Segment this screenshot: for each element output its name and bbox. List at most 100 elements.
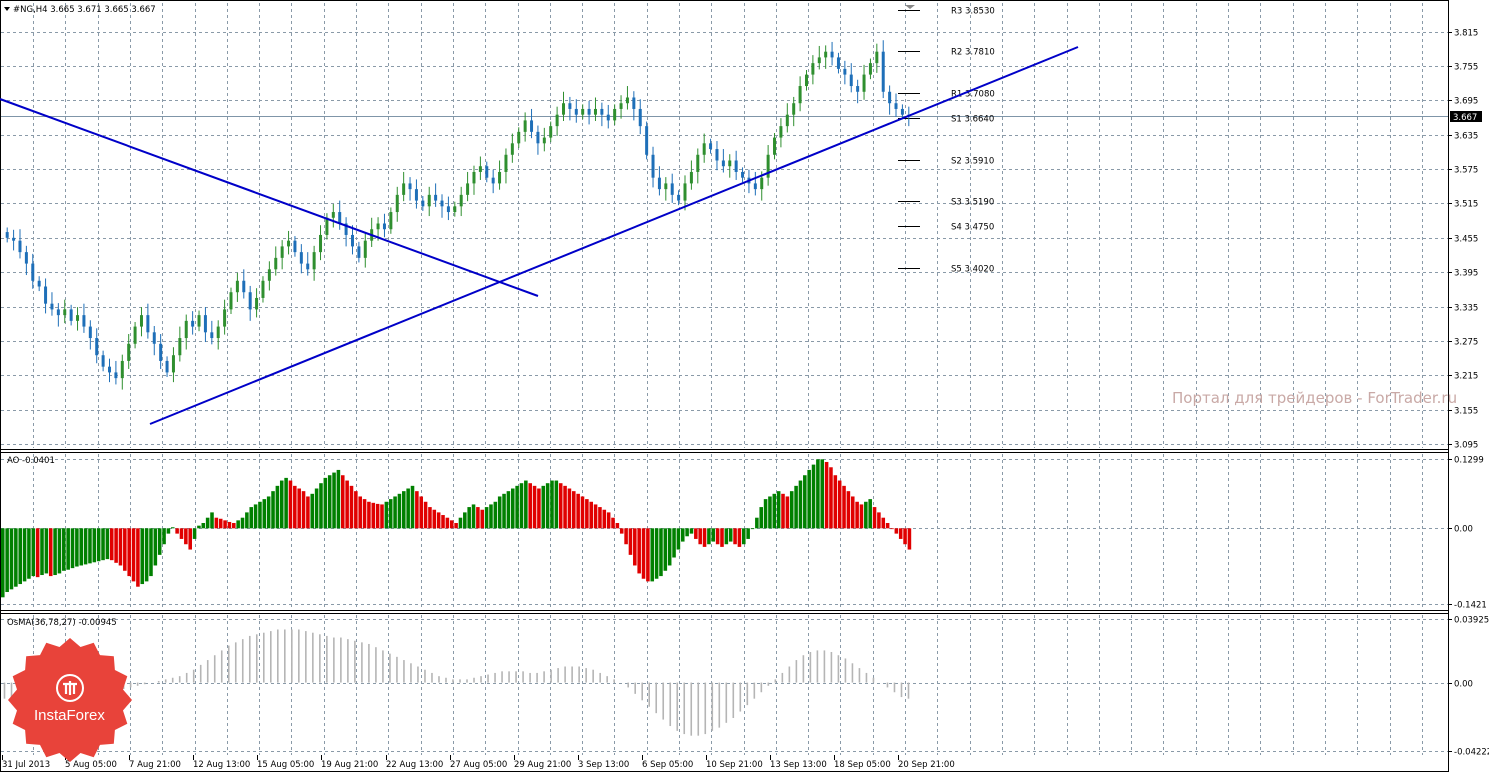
x-tick-label: 6 Sep 05:00 [642,760,693,770]
ao-bar [123,528,127,571]
candle [82,303,86,333]
candle [459,186,463,217]
ao-bar [541,485,546,529]
x-tick-label: 13 Sep 13:00 [770,760,827,770]
ao-bar [79,528,84,566]
candle [555,106,559,136]
ao-bar [275,485,280,529]
ao-bar [319,483,323,529]
candle [389,207,393,234]
ao-bar [288,480,293,529]
candle [523,112,527,142]
candle [888,85,892,115]
ao-bar [136,528,140,587]
candle [261,276,265,303]
ao-bar [694,528,698,539]
ao-bar [354,491,358,529]
ao-bar [471,504,476,529]
ao-bar [646,528,650,582]
ao-bar [5,528,9,593]
candle [606,104,610,129]
candle [146,303,150,339]
candle [632,91,636,121]
ao-bar [140,528,145,585]
ao-bar [624,528,628,545]
ao-bar [859,504,864,529]
ao-bar [803,475,807,529]
ao-bar [336,469,341,529]
ao-bar [833,475,838,529]
ao-bar [794,485,798,529]
y-tick-label: 3.215 [1454,372,1478,382]
ao-bar [371,502,376,529]
candle [165,356,169,377]
ao-bar [197,525,201,529]
candle [766,145,770,186]
y-tick-label: 0.1299 [1454,456,1484,466]
ao-bar [737,528,742,547]
ao-bar [310,493,315,529]
candle [542,127,546,152]
ao-bar [323,477,328,529]
dropdown-arrow-icon[interactable] [4,7,10,11]
ao-bar [192,528,197,539]
ao-bar [484,507,489,529]
ao-bar [763,499,768,529]
ao-bar [266,496,271,529]
candle [319,225,323,261]
ao-bar [458,517,463,529]
candle [900,104,904,120]
x-tick-label: 15 Aug 05:00 [257,760,314,770]
candle [421,196,425,211]
ao-bar [210,512,214,529]
candle [728,154,732,178]
shift-marker-icon[interactable] [905,5,915,9]
candle [792,96,796,127]
ascending-trendline[interactable] [149,46,1079,425]
candle [811,55,815,85]
candle [184,314,188,350]
ao-bar [249,507,254,529]
ao-bar [436,512,441,529]
ao-bar [253,504,258,529]
x-tick-label: 12 Aug 13:00 [193,760,250,770]
osma-header: OsMA(36,78,27) -0.00945 [7,618,117,628]
candle [670,173,674,203]
ao-bar [279,480,284,529]
ao-bar [467,507,471,529]
ao-bar [423,501,428,529]
time-axis: 31 Jul 2013 5 Aug 05:00 7 Aug 21:00 12 Aug … [2,755,955,770]
candle [530,108,534,139]
ao-bar [611,517,615,529]
ao-bar [837,480,842,529]
candle [862,64,866,100]
ao-bar [271,491,275,529]
ao-bar [162,528,166,545]
ao-bar [284,477,288,529]
symbol-header: #NG,H4 3.665 3.671 3.665 3.667 [13,5,156,15]
candle [235,272,239,302]
candle [753,171,757,196]
ao-bar [755,517,759,529]
candle [133,322,137,349]
ao-bar [903,528,907,545]
ao-bar [105,528,110,560]
ao-bar [789,491,794,529]
ao-bar [881,517,886,529]
ao-bar [742,528,746,545]
x-tick-label: 20 Sep 21:00 [898,760,955,770]
pivot-label-s4: S4 3.4750 [951,223,994,233]
ao-bar [332,472,336,529]
x-tick-label: 31 Jul 2013 [2,760,50,770]
candle [37,276,41,292]
ao-bar [772,493,777,529]
candle [414,179,418,209]
candle [587,100,591,125]
ao-bar [53,528,57,576]
price-axis: 3.815 3.755 3.695 3.635 3.575 3.515 3.455 3.395… [1448,29,1489,758]
candle [434,183,438,207]
candle [817,45,821,70]
descending-trendline[interactable] [0,98,539,297]
candle [651,146,655,188]
